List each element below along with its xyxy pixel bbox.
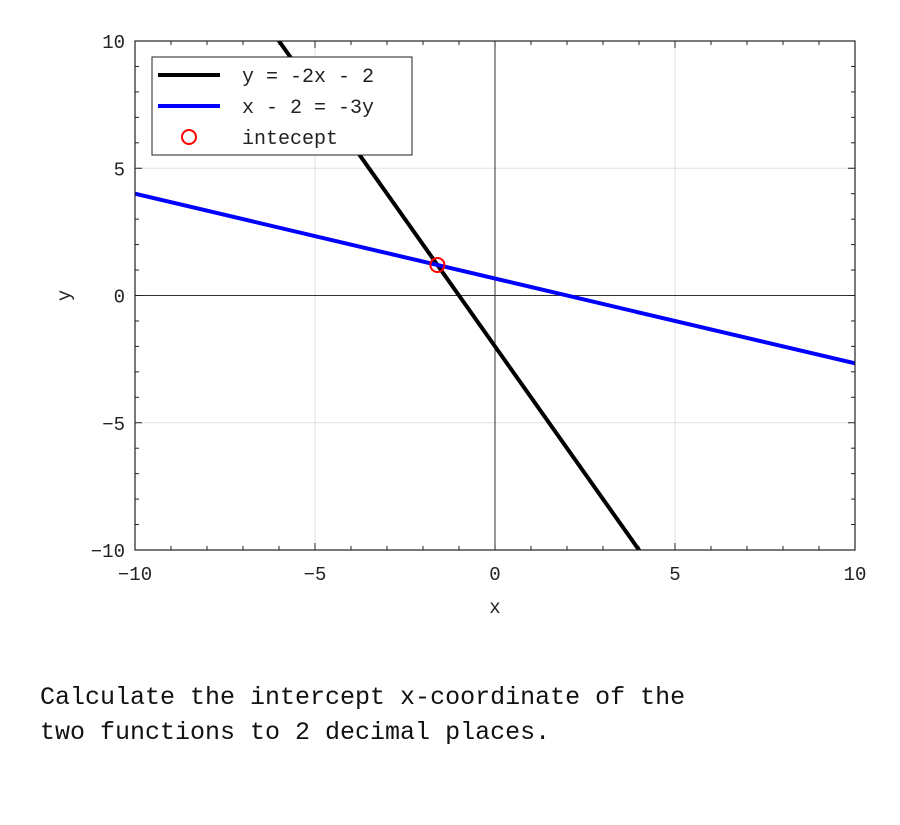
intercept-point [429,256,446,273]
legend-label: intecept [242,128,338,151]
x-tick-label: 10 [844,564,867,586]
legend-label: x - 2 = -3y [242,97,374,120]
series-line-0 [276,41,642,550]
question-text: Calculate the intercept x-coordinate of … [40,683,686,747]
legend-label: y = -2x - 2 [242,66,374,89]
plot-frame [134,40,856,551]
x-tick-label: 5 [669,564,680,586]
x-tick-label: 0 [489,564,500,586]
chart: −10 −5 0 5 10 −10 −5 0 5 10 x y y = -2x - 2 x - 2 = -… [54,32,867,619]
series-line-1 [135,191,855,366]
x-tick-label: −5 [304,564,327,586]
x-tick-label: −10 [118,564,152,586]
y-tick-label: 5 [114,159,125,181]
legend-marker [181,129,197,145]
y-tick-label: 0 [114,287,125,309]
x-axis-label: x [489,597,500,619]
y-tick-label: 10 [102,32,125,54]
y-axis-label: y [54,290,76,301]
y-tick-label: −5 [102,414,125,436]
y-tick-label: −10 [91,541,125,563]
